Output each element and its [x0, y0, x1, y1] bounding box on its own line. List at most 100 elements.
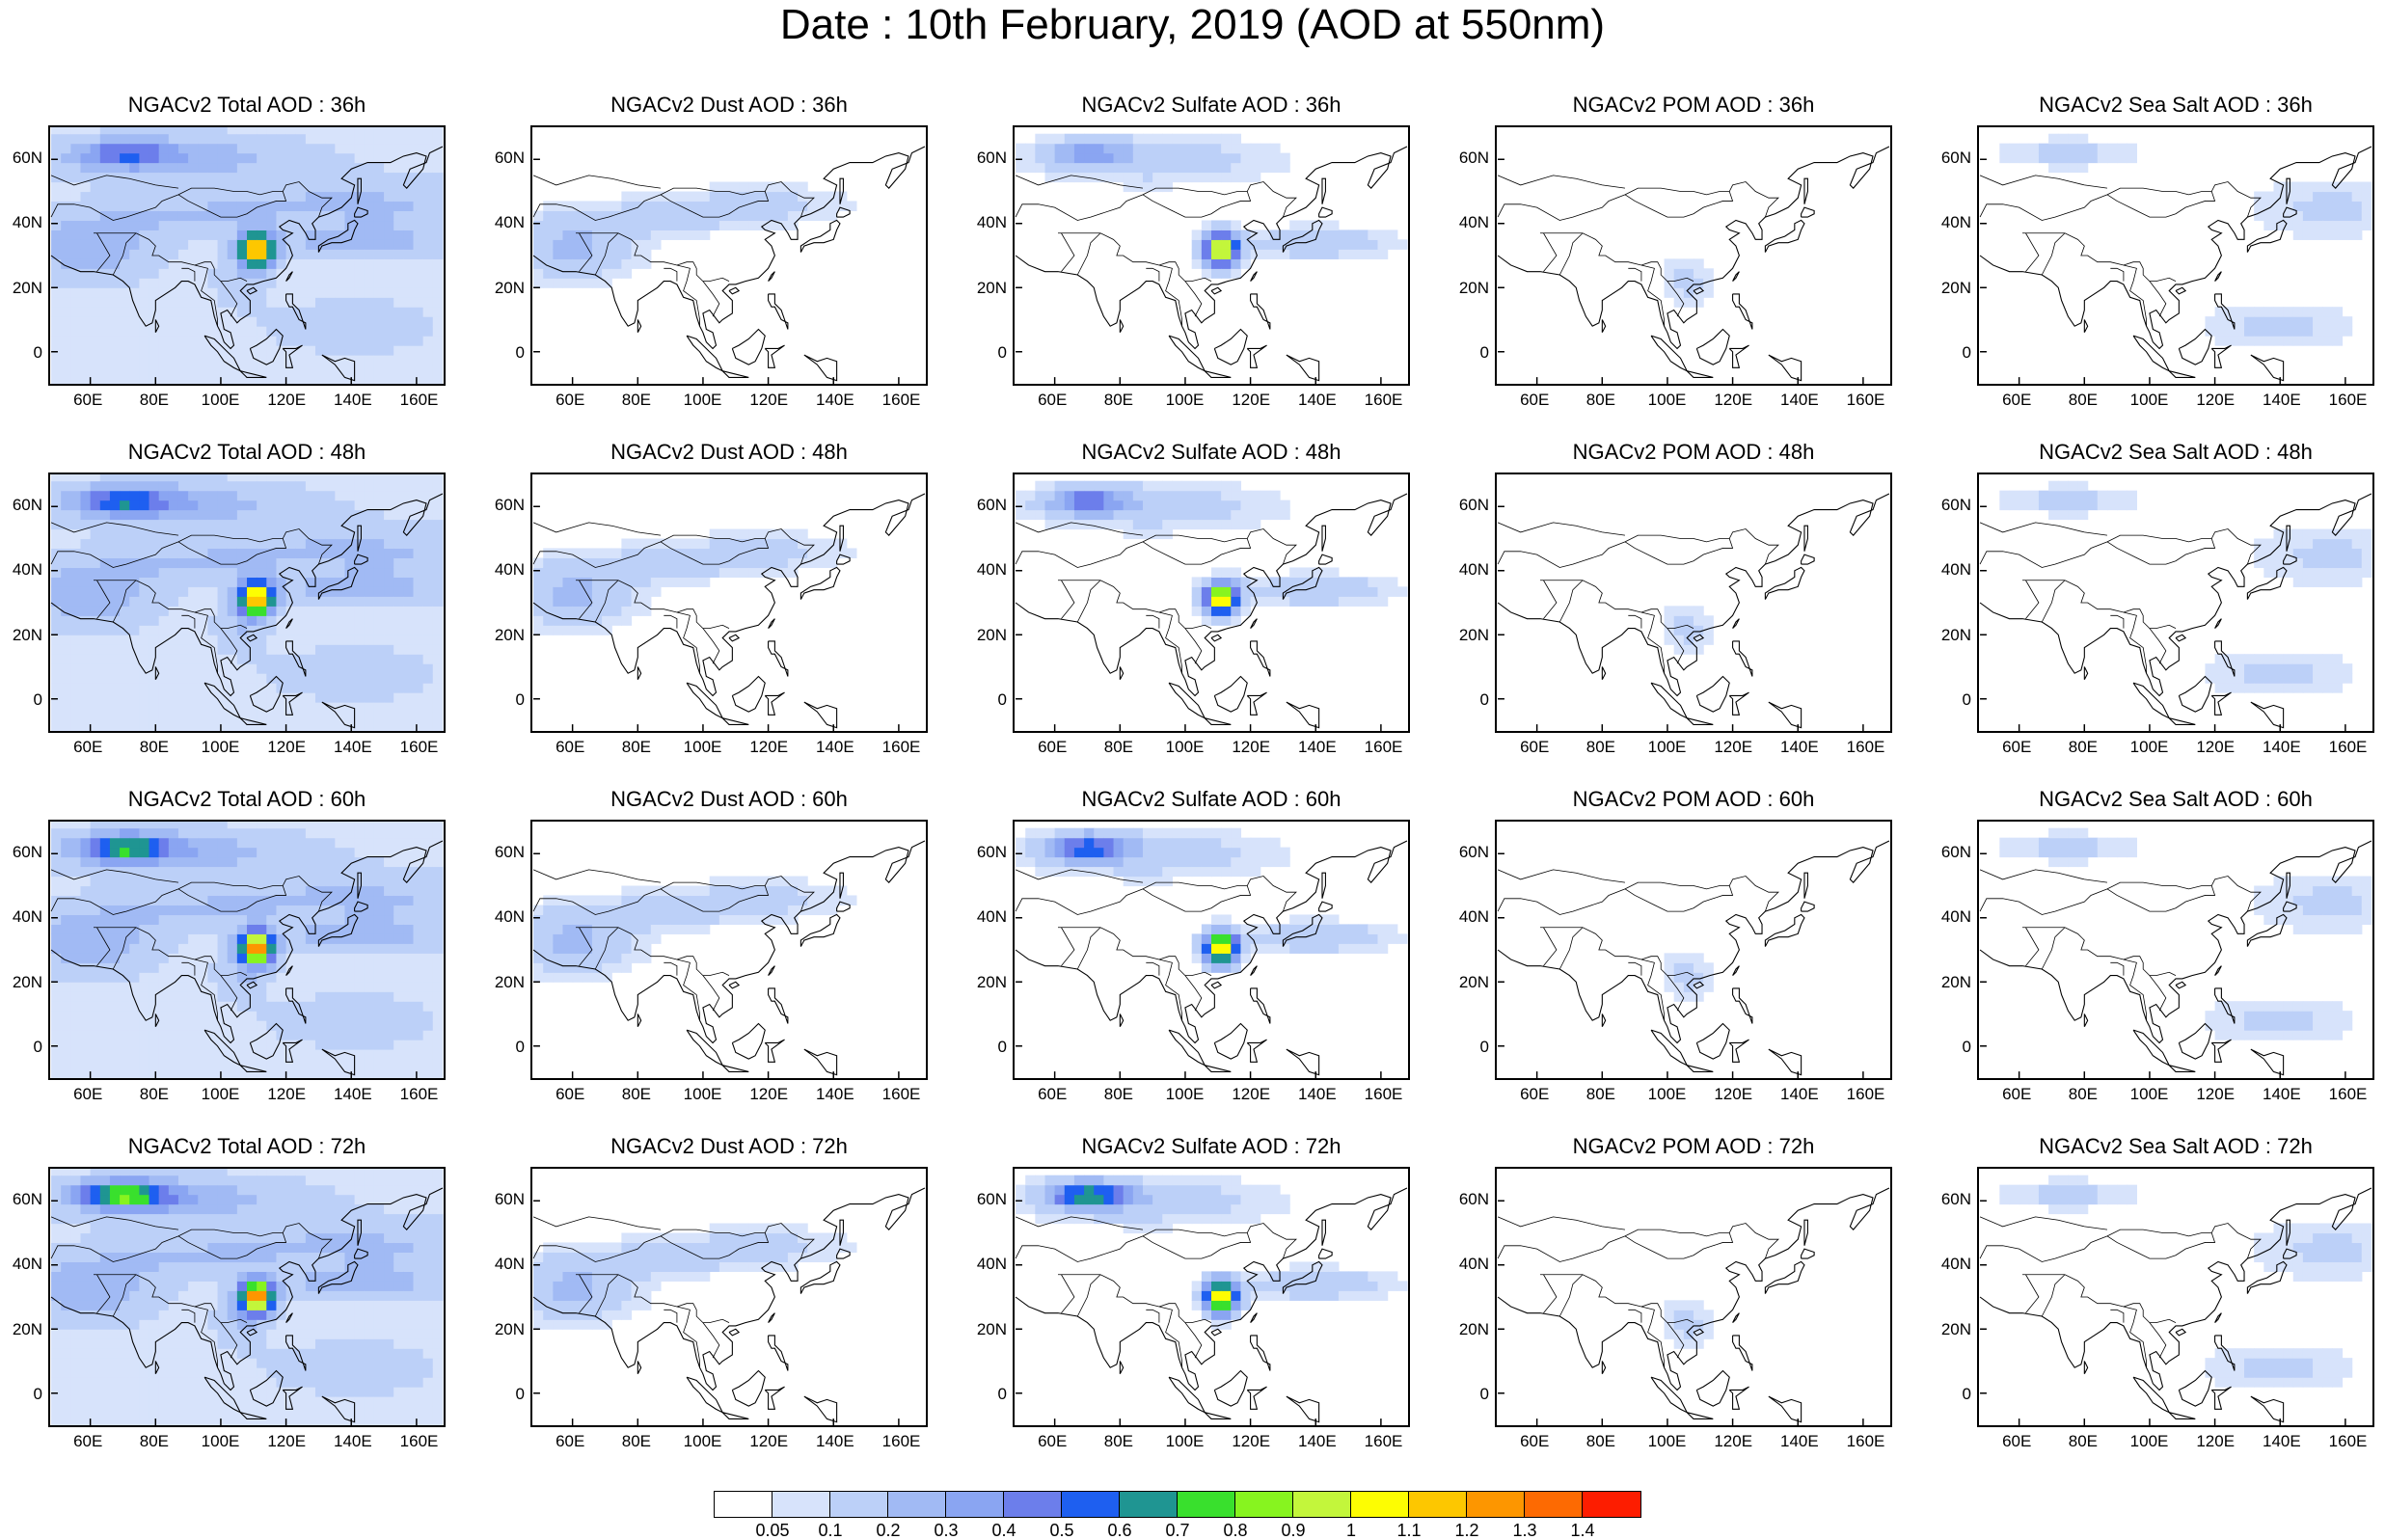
aod-cell — [1251, 144, 1261, 154]
aod-cell — [51, 838, 62, 849]
aod-cell — [110, 1049, 121, 1060]
aod-cell — [129, 857, 140, 868]
aod-cell — [384, 307, 394, 317]
aod-cell — [1260, 239, 1271, 250]
aod-cell — [423, 625, 434, 635]
aod-cell — [129, 1030, 140, 1040]
aod-cell — [1329, 586, 1340, 597]
aod-cell — [100, 355, 111, 365]
aod-cell — [110, 1020, 121, 1031]
aod-cell — [149, 1059, 160, 1069]
coastline — [1804, 178, 1807, 204]
aod-cell — [139, 192, 149, 203]
aod-cell — [384, 1059, 394, 1069]
aod-cell — [120, 615, 130, 626]
aod-cell — [1016, 144, 1026, 154]
aod-cell — [403, 345, 414, 356]
aod-cell — [129, 683, 140, 693]
aod-cell — [100, 848, 111, 858]
aod-cell — [218, 943, 229, 954]
aod-cell — [335, 474, 345, 481]
aod-cell — [374, 905, 385, 915]
aod-cell — [70, 924, 81, 934]
aod-cell — [1114, 163, 1125, 174]
aod-cell — [296, 828, 307, 839]
aod-cell — [1240, 596, 1251, 607]
aod-cell — [602, 201, 612, 211]
aod-cell — [61, 962, 71, 973]
aod-cell — [1114, 144, 1125, 154]
aod-cell — [1103, 173, 1114, 183]
aod-cell — [276, 712, 286, 722]
aod-cell — [51, 905, 62, 915]
aod-cell — [374, 596, 385, 607]
aod-cell — [2303, 210, 2314, 221]
aod-cell — [247, 127, 257, 134]
aod-cell — [788, 539, 799, 550]
aod-cell — [2322, 326, 2333, 337]
aod-cell — [2322, 336, 2333, 346]
aod-cell — [1103, 163, 1114, 174]
aod-cell — [1251, 520, 1261, 530]
aod-cell — [100, 548, 111, 558]
aod-cell — [433, 520, 444, 530]
aod-cell — [120, 848, 130, 858]
aod-cell — [2332, 567, 2343, 578]
aod-cell — [266, 307, 277, 317]
aod-cell — [1665, 606, 1675, 616]
aod-cell — [1124, 520, 1134, 530]
aod-cell — [276, 258, 286, 269]
aod-cell — [414, 548, 424, 558]
aod-cell — [188, 828, 199, 839]
aod-cell — [286, 510, 297, 521]
aod-cell — [384, 278, 394, 288]
aod-map — [50, 822, 444, 1078]
aod-cell — [100, 278, 111, 288]
aod-cell — [365, 474, 375, 481]
aod-cell — [306, 134, 316, 145]
aod-cell — [61, 345, 71, 356]
country-border — [1058, 233, 1211, 282]
country-border — [2107, 539, 2215, 565]
country-border — [2042, 581, 2065, 622]
aod-cell — [178, 481, 189, 492]
aod-cell — [433, 991, 444, 1002]
aod-cell — [2254, 336, 2264, 346]
aod-cell — [188, 230, 199, 240]
aod-cell — [51, 1059, 62, 1069]
aod-cell — [365, 529, 375, 540]
aod-cell — [2117, 144, 2128, 154]
aod-cell — [403, 615, 414, 626]
aod-cell — [1280, 577, 1290, 587]
aod-cell — [1152, 134, 1163, 145]
aod-cell — [159, 210, 170, 221]
aod-cell — [120, 336, 130, 346]
aod-cell — [2332, 577, 2343, 587]
aod-cell — [2303, 529, 2314, 540]
aod-cell — [365, 635, 375, 645]
lon-label: 140E — [2253, 739, 2311, 756]
aod-cell — [218, 953, 229, 963]
aod-cell — [266, 1020, 277, 1031]
aod-cell — [198, 586, 208, 597]
aod-cell — [100, 635, 111, 645]
aod-cell — [1172, 144, 1182, 154]
aod-cell — [1358, 249, 1369, 259]
aod-cell — [335, 1020, 345, 1031]
aod-cell — [80, 268, 91, 279]
aod-cell — [651, 548, 662, 558]
aod-cell — [1299, 586, 1310, 597]
aod-cell — [139, 972, 149, 983]
aod-cell — [325, 822, 336, 828]
aod-cell — [384, 712, 394, 722]
aod-cell — [374, 153, 385, 164]
aod-cell — [61, 316, 71, 327]
aod-cell — [120, 287, 130, 298]
lat-label: 60N — [0, 149, 42, 167]
aod-cell — [286, 857, 297, 868]
aod-cell — [621, 230, 632, 240]
aod-cell — [710, 201, 720, 211]
aod-cell — [315, 201, 326, 211]
aod-cell — [70, 316, 81, 327]
aod-cell — [100, 491, 111, 501]
